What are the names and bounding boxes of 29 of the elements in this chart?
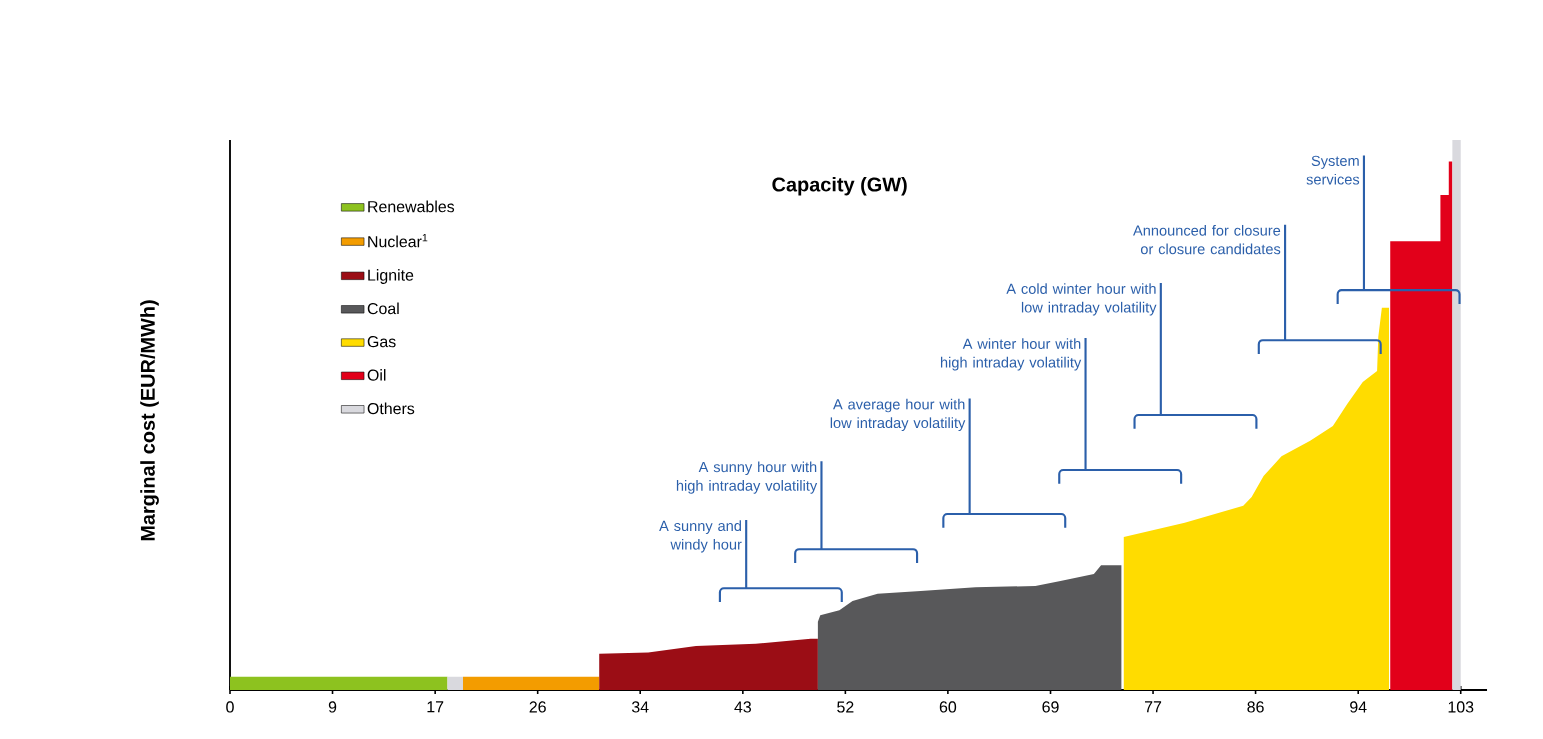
legend-label: Others bbox=[367, 402, 415, 415]
annotation: A sunny and windy hour bbox=[659, 520, 742, 553]
x-tick-label: 77 bbox=[1145, 701, 1162, 713]
x-tick-label: 60 bbox=[939, 701, 957, 713]
annotation: A winter hour with high intraday volatility bbox=[940, 338, 1082, 371]
legend-label: Gas bbox=[367, 336, 396, 348]
legend-label: Nuclear$^{1}$ bbox=[368, 234, 428, 248]
x-tick-label: 26 bbox=[529, 701, 546, 713]
annotation: A average hour with low intraday volatility bbox=[830, 398, 966, 431]
x-tick-label: 69 bbox=[1042, 701, 1059, 713]
x-tick-label: 43 bbox=[734, 701, 752, 713]
x-tick-label: 9 bbox=[328, 701, 337, 713]
x-tick-label: 52 bbox=[837, 701, 854, 713]
legend-label: Oil bbox=[367, 369, 386, 381]
x-axis-title: Capacity (GW) bbox=[772, 176, 907, 196]
x-tick-label: 0 bbox=[226, 701, 234, 713]
annotation: Announced for closure or closure candidates bbox=[1133, 224, 1281, 255]
legend-label: Lignite bbox=[368, 269, 414, 284]
x-tick-label: 86 bbox=[1247, 701, 1264, 713]
x-tick-label: 34 bbox=[631, 701, 649, 713]
x-tick-label: 103 bbox=[1448, 701, 1474, 713]
legend-label: Coal bbox=[367, 302, 399, 315]
annotation: A sunny hour with high intraday volatility bbox=[676, 461, 818, 494]
x-tick-label: 94 bbox=[1350, 701, 1367, 713]
annotation: A cold winter hour with low intraday volatility bbox=[1006, 283, 1157, 316]
legend-label: Renewables bbox=[368, 200, 455, 213]
y-axis-title: Marginal cost (EUR/MWh) bbox=[140, 300, 159, 541]
annotation: System services bbox=[1306, 155, 1360, 185]
x-tick-label: 17 bbox=[427, 701, 444, 713]
